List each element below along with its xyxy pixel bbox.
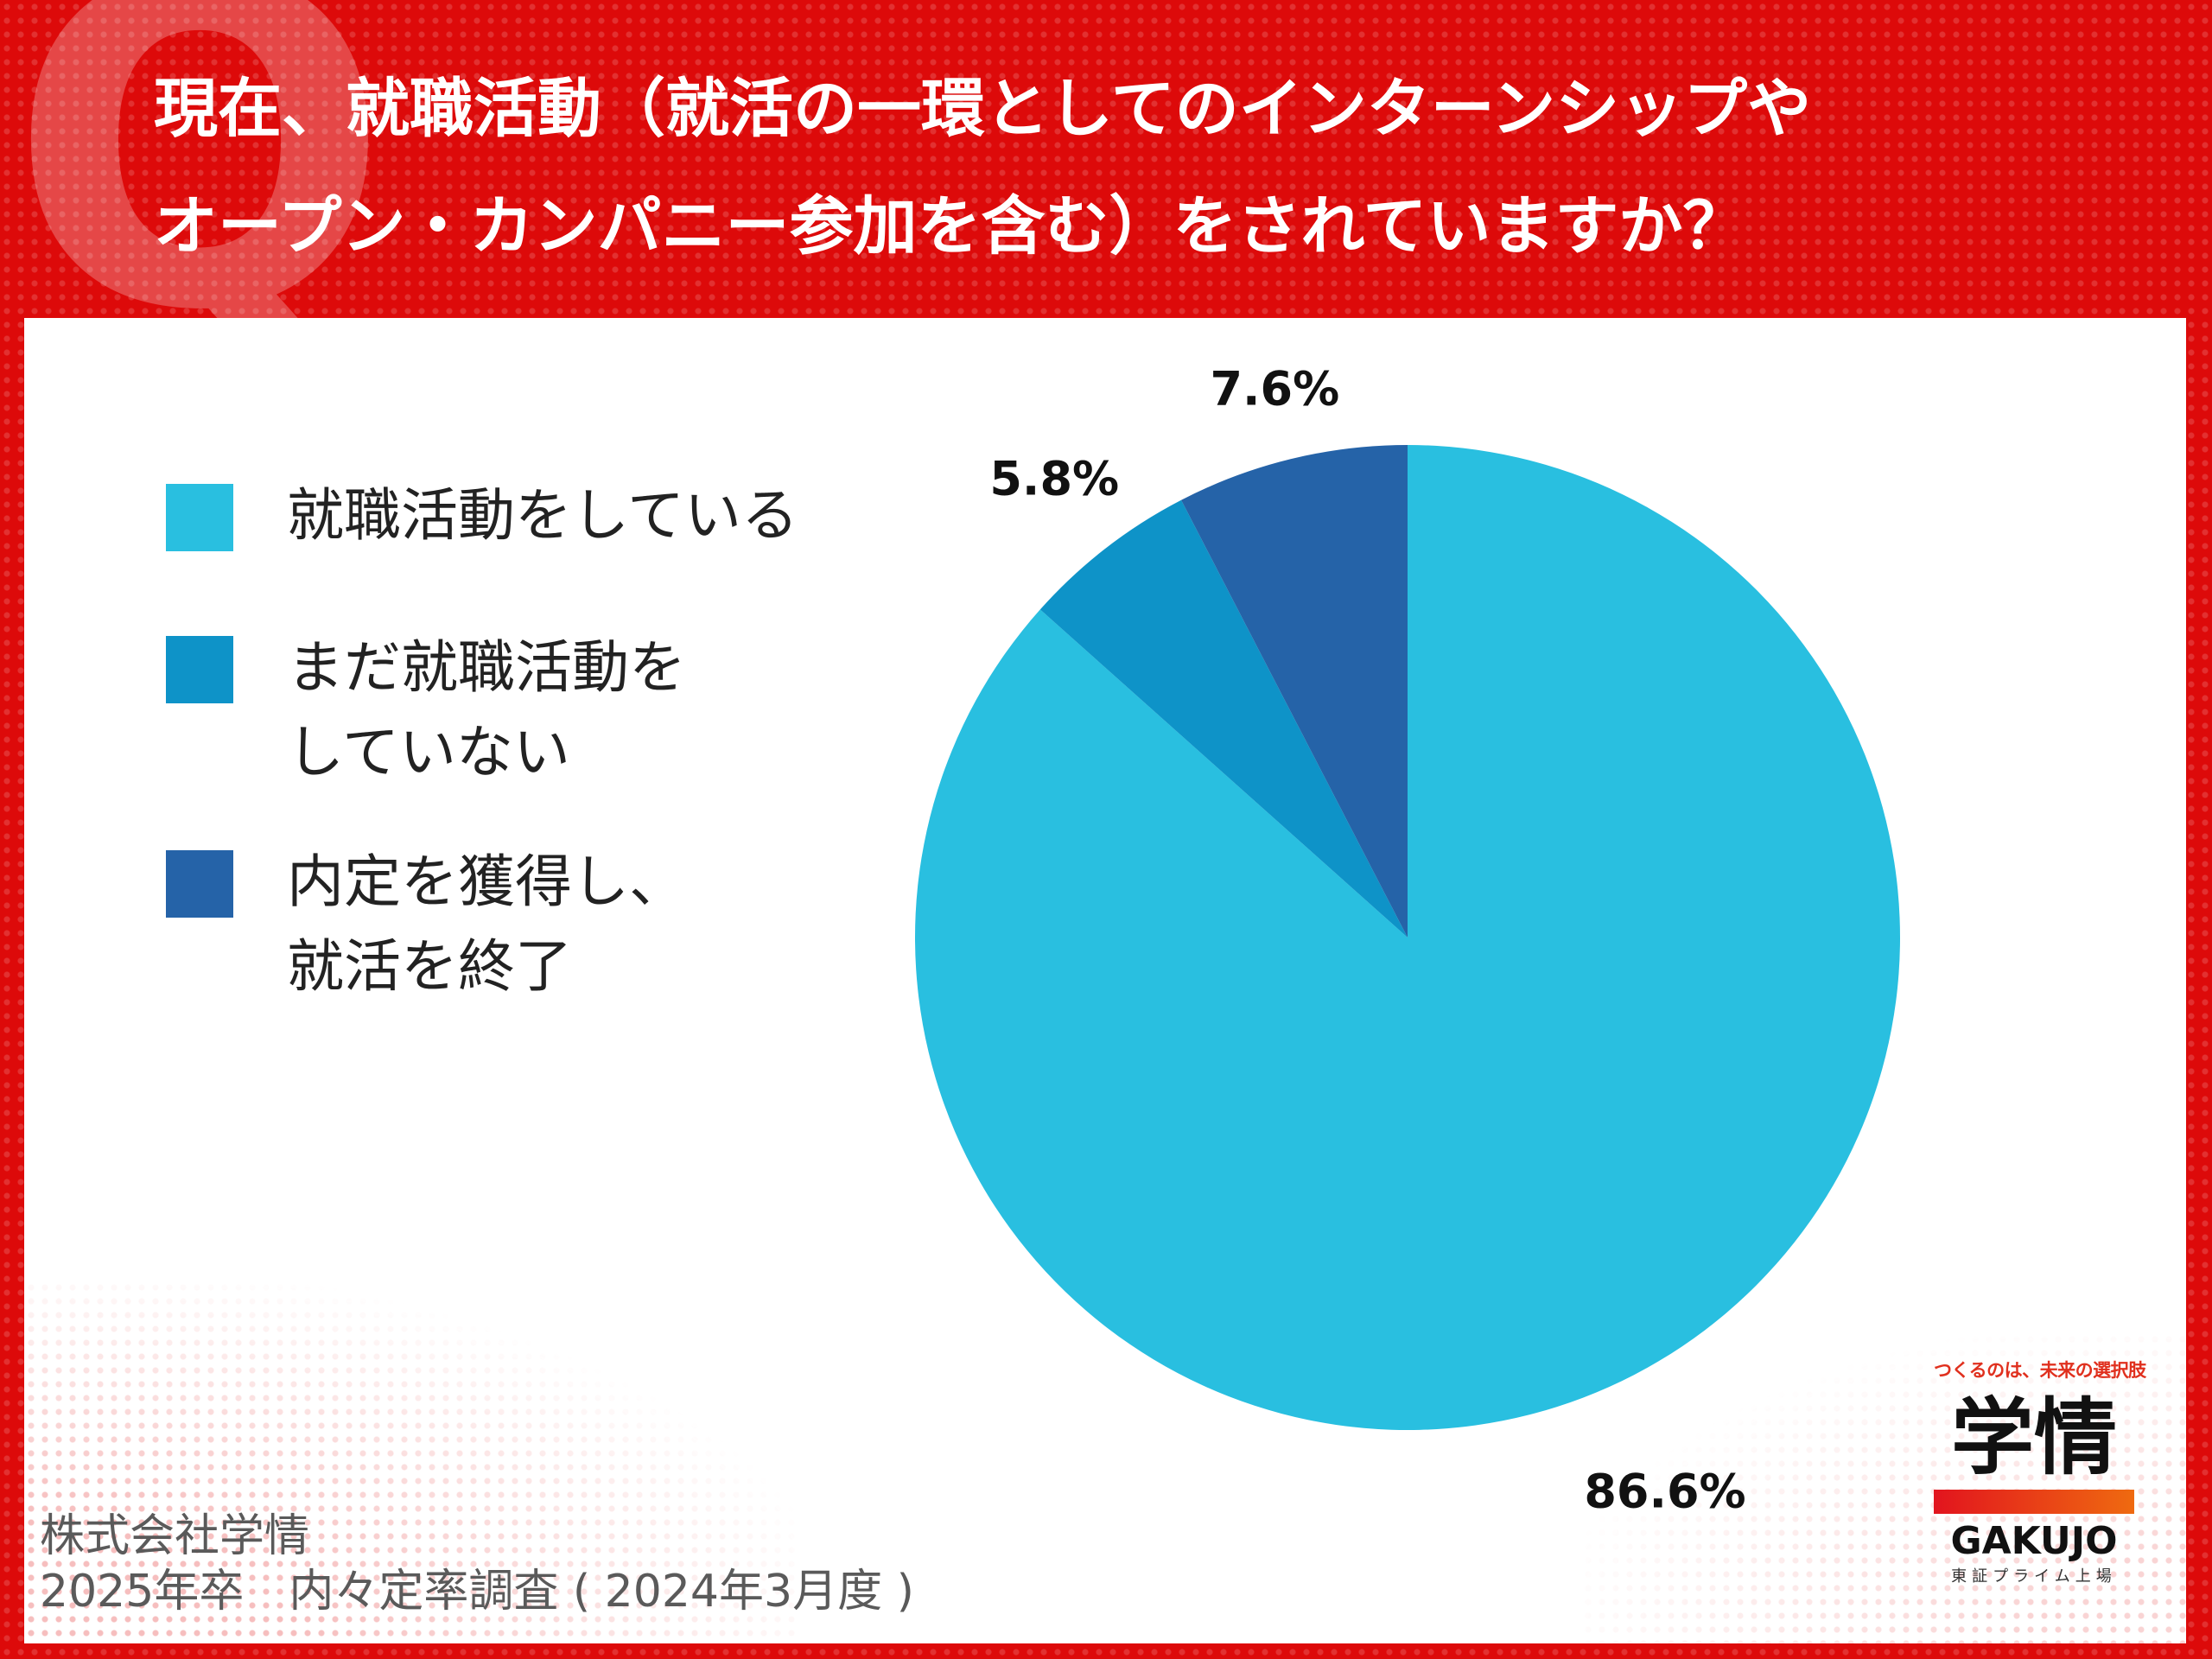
source-survey: 2025年卒 内々定率調査 ( 2024年3月度 ) [40, 1566, 914, 1618]
legend-label: 就活を終了 [287, 933, 572, 1000]
pie-slice [1039, 499, 1408, 938]
chart-panel: 就職活動をしている まだ就職活動を していない内定を獲得し、 就活を終了 86.6% 5… [24, 318, 2186, 1643]
legend-label: まだ就職活動を [287, 634, 686, 701]
title-line-2: オープン・カンパニー参加を含む）をされていますか？ [154, 189, 1747, 264]
pie-slice [915, 445, 1901, 1430]
logo-mark: 学情 [1951, 1389, 2117, 1486]
dot-pattern-bottom-left [24, 1281, 802, 1643]
logo-wordmark: GAKUJO [1950, 1519, 2118, 1563]
question-title: 現在、就職活動（就活の一環としてのインターンシップや オープン・カンパニー参加を… [154, 50, 2141, 285]
slice-value-label: 86.6% [1584, 1465, 1745, 1519]
logo-listing: 東証プライム上場 [1951, 1567, 2117, 1586]
legend-label: 内定を獲得し、 [287, 849, 686, 915]
legend-label: 就職活動をしている [287, 482, 799, 549]
pie-slice [1181, 445, 1408, 938]
legend-swatch [166, 636, 233, 703]
slice-value-label: 7.6% [1210, 361, 1339, 416]
pie-chart: 86.6% 5.8% 7.6% [915, 361, 1901, 1519]
source-company: 株式会社学情 [40, 1510, 310, 1562]
source-note: 株式会社学情 2025年卒 内々定率調査 ( 2024年3月度 ) [40, 1509, 914, 1619]
title-line-1: 現在、就職活動（就活の一環としてのインターンシップや [154, 72, 1812, 146]
gakujo-logo: つくるのは、未来の選択肢 学情 GAKUJO 東証プライム上場 [1934, 1357, 2146, 1586]
slice-value-label: 5.8% [989, 452, 1119, 506]
q-watermark: Q [9, 0, 391, 409]
logo-tagline: つくるのは、未来の選択肢 [1934, 1360, 2146, 1381]
legend-swatch [166, 850, 233, 918]
legend-label: していない [287, 719, 571, 785]
dot-pattern-bottom-right [1581, 1332, 2186, 1643]
legend-swatch [166, 484, 233, 551]
logo-gradient-bar [1934, 1490, 2134, 1514]
